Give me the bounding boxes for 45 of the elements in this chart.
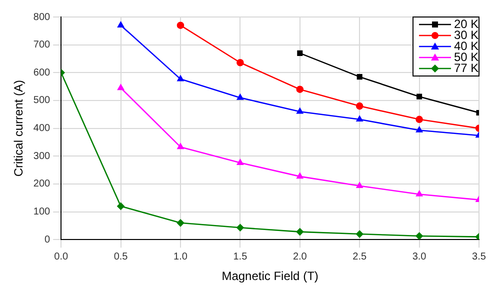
point	[416, 94, 422, 100]
y-tick-label: 300	[33, 150, 51, 162]
y-tick-label: 500	[33, 95, 51, 106]
point	[416, 126, 423, 132]
point	[416, 190, 423, 196]
x-tick-label: 2.0	[292, 251, 308, 262]
y-tick-label: 600	[33, 67, 51, 78]
point	[236, 94, 244, 100]
y-tick-label: 400	[33, 123, 51, 134]
y-tick-label: 100	[33, 206, 51, 218]
point	[296, 228, 304, 236]
point	[296, 108, 304, 114]
point	[176, 219, 184, 227]
point	[356, 102, 364, 110]
y-tick-label: 0	[44, 234, 51, 246]
x-tick-label: 3.0	[412, 251, 427, 262]
point	[296, 172, 304, 179]
point	[356, 116, 363, 122]
point	[118, 84, 124, 90]
y-tick-label: 800	[33, 12, 51, 23]
y-axis-title: Critical current (A)	[12, 80, 26, 177]
y-tick-label: 200	[33, 178, 51, 190]
point	[236, 224, 244, 232]
x-tick-label: 1.0	[174, 251, 188, 262]
x-tick-label: 1.5	[233, 251, 248, 262]
point	[356, 230, 364, 238]
y-tick-label: 700	[33, 40, 51, 51]
x-tick-label: 2.5	[352, 251, 367, 262]
point	[416, 232, 423, 240]
point	[176, 22, 184, 29]
point	[118, 22, 124, 28]
point	[177, 143, 184, 150]
point	[117, 202, 124, 210]
point	[356, 182, 363, 188]
x-tick-label: 0.5	[114, 251, 128, 262]
point	[177, 75, 184, 82]
point	[416, 116, 423, 124]
point	[236, 58, 244, 66]
x-tick-label: 0.0	[54, 251, 68, 262]
x-axis-title: Magnetic Field (T)	[222, 269, 318, 284]
point	[356, 74, 362, 80]
point	[296, 86, 304, 93]
x-tick-label: 3.5	[472, 251, 486, 262]
point	[297, 50, 303, 56]
point	[236, 159, 244, 165]
